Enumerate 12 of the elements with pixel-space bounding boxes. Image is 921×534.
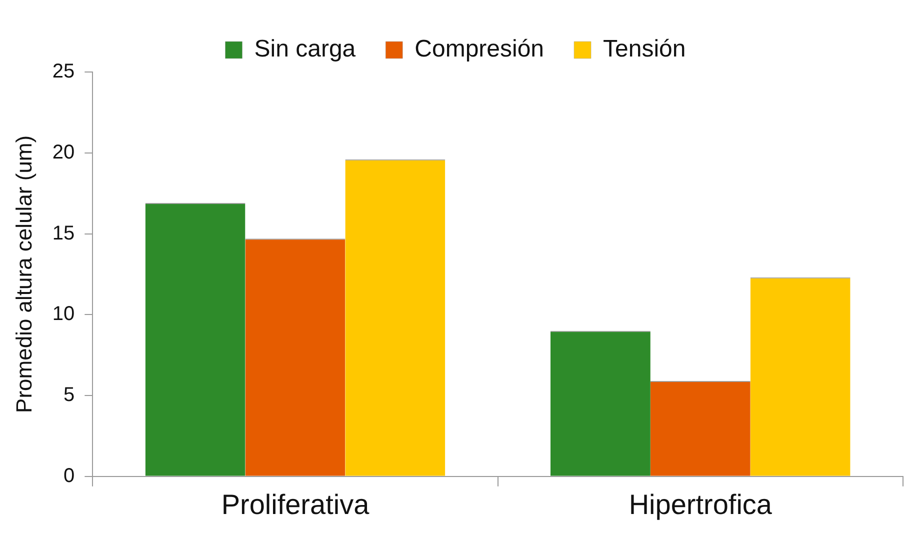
x-tick-label: Hipertrofica bbox=[628, 488, 772, 520]
x-tick-label: Proliferativa bbox=[221, 488, 370, 520]
y-tick-label: 20 bbox=[52, 141, 75, 164]
y-tick-label: 25 bbox=[52, 60, 75, 83]
y-tick-label: 0 bbox=[64, 464, 75, 487]
y-tick-label: 10 bbox=[52, 303, 75, 326]
legend-label: Tensión bbox=[603, 36, 686, 63]
y-axis-title: Promedio altura celular (um) bbox=[11, 135, 36, 413]
legend-label: Sin carga bbox=[254, 36, 356, 63]
legend-label: Compresión bbox=[414, 36, 544, 63]
y-tick-label: 15 bbox=[52, 222, 75, 244]
y-tick-label: 5 bbox=[64, 384, 75, 406]
